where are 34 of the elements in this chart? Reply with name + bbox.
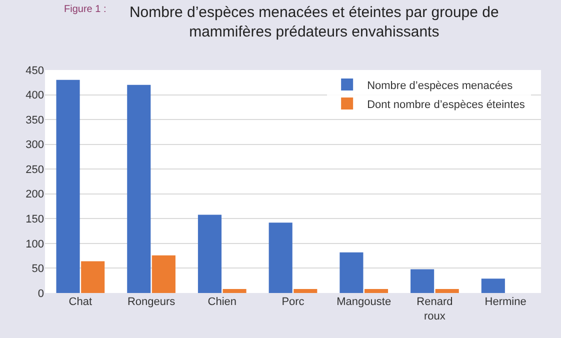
bar xyxy=(340,252,364,293)
bar xyxy=(435,289,459,293)
legend-label: Dont nombre d’espèces éteintes xyxy=(367,98,526,111)
chart-title: Nombre d’espèces menacées et éteintes par groupe de mammifères prédateurs envahissants xyxy=(129,4,499,40)
x-tick-label: Porc xyxy=(282,296,305,308)
y-tick-label: 200 xyxy=(26,188,44,201)
bar xyxy=(364,289,388,293)
bar xyxy=(127,84,151,293)
x-tick-label: Rongeurs xyxy=(127,296,176,308)
x-tick-label: Mangouste xyxy=(336,296,392,308)
x-tick-label: Chien xyxy=(208,296,237,308)
x-tick-label: Hermine xyxy=(484,296,526,308)
x-tick-label: Renard roux xyxy=(416,296,453,322)
bar xyxy=(268,222,292,293)
bar xyxy=(222,289,246,293)
y-tick-label: 0 xyxy=(38,288,44,300)
y-tick-label: 300 xyxy=(26,139,44,152)
bar xyxy=(481,278,505,293)
caption: Figure 1 : xyxy=(64,4,106,15)
y-tick-label: 400 xyxy=(26,90,44,102)
x-tick-label: Chat xyxy=(68,296,92,308)
y-tick-label: 450 xyxy=(26,64,44,77)
y-tick-label: 50 xyxy=(32,263,44,276)
bar xyxy=(81,261,105,293)
y-tick-label: 150 xyxy=(26,214,44,226)
bar xyxy=(152,255,176,293)
bar xyxy=(294,289,318,293)
legend-label: Nombre d’espèces menacées xyxy=(367,80,514,92)
bar xyxy=(198,214,222,293)
y-tick-label: 100 xyxy=(26,238,44,250)
y-tick-label: 250 xyxy=(26,164,44,176)
bar xyxy=(56,80,80,293)
y-tick-label: 350 xyxy=(26,114,44,126)
bar xyxy=(410,269,434,293)
